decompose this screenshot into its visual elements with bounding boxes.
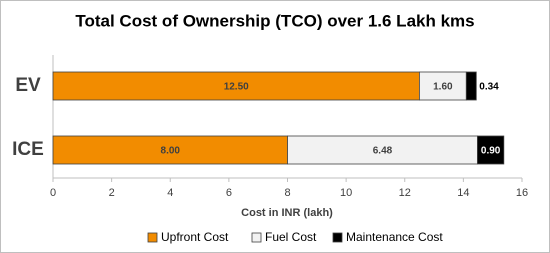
chart-title: Total Cost of Ownership (TCO) over 1.6 L… bbox=[75, 11, 474, 30]
y-tick-label: ICE bbox=[12, 139, 44, 160]
data-label: 8.00 bbox=[161, 146, 181, 157]
data-label: 1.60 bbox=[433, 82, 453, 93]
x-tick-label: 14 bbox=[457, 187, 469, 199]
x-tick-label: 12 bbox=[399, 187, 411, 199]
legend-label: Fuel Cost bbox=[265, 230, 317, 244]
bar-segment bbox=[287, 135, 478, 165]
legend-swatch bbox=[332, 232, 343, 243]
bar-segment bbox=[477, 135, 505, 165]
data-label: 6.48 bbox=[373, 146, 393, 157]
legend-swatch bbox=[147, 232, 158, 243]
x-tick-label: 0 bbox=[50, 187, 56, 199]
data-label: 12.50 bbox=[224, 82, 249, 93]
y-tick-label: EV bbox=[15, 75, 41, 96]
x-tick-label: 4 bbox=[167, 187, 173, 199]
data-label: 0.34 bbox=[479, 82, 499, 93]
x-tick-label: 8 bbox=[284, 187, 290, 199]
bar-segment bbox=[52, 135, 288, 165]
bar-segment bbox=[52, 71, 420, 101]
legend-label: Upfront Cost bbox=[161, 230, 229, 244]
x-tick-label: 10 bbox=[340, 187, 352, 199]
x-tick-label: 16 bbox=[516, 187, 528, 199]
x-tick-label: 6 bbox=[226, 187, 232, 199]
data-label: 0.90 bbox=[481, 146, 501, 157]
x-axis-label: Cost in INR (lakh) bbox=[241, 207, 333, 219]
x-tick-label: 2 bbox=[109, 187, 115, 199]
bar-segment bbox=[465, 71, 477, 101]
legend-swatch bbox=[251, 232, 262, 243]
legend-label: Maintenance Cost bbox=[346, 230, 443, 244]
